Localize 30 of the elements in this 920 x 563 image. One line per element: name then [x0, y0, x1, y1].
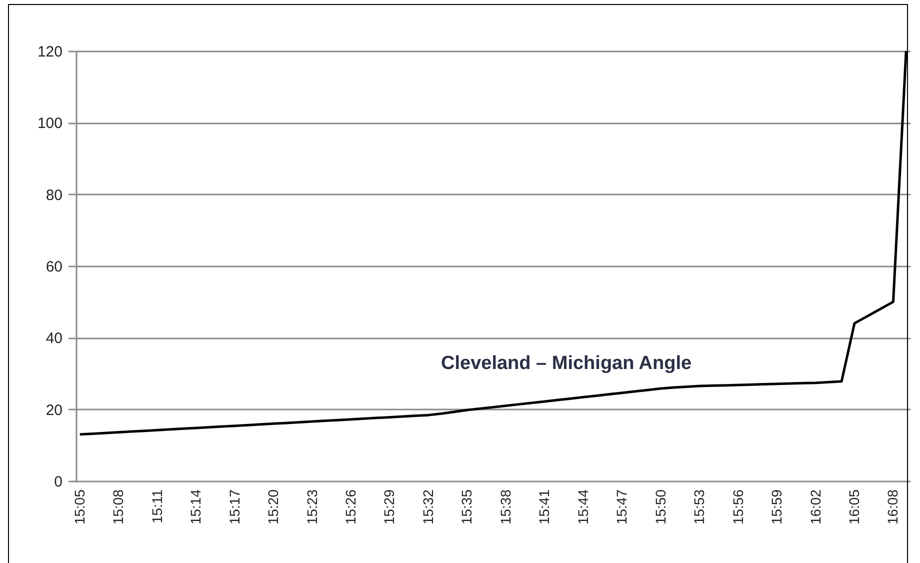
x-tick-label: 15:38 [497, 489, 514, 525]
x-tick-label: 15:50 [652, 489, 668, 525]
y-tick-label: 20 [46, 402, 62, 419]
x-tick-label: 15:44 [574, 489, 591, 525]
x-tick-label: 16:05 [846, 489, 862, 525]
y-tick-label: 120 [37, 44, 62, 60]
x-tick-label: 15:26 [342, 489, 358, 525]
x-tick-label: 15:23 [304, 489, 320, 525]
x-tick-label: 15:41 [536, 489, 552, 525]
y-tick-label: 60 [46, 258, 62, 276]
x-tick-label: 16:08 [884, 489, 901, 525]
x-tick-label: 15:05 [71, 489, 88, 525]
x-tick-label: 15:17 [226, 489, 242, 525]
y-tick-label: 0 [54, 474, 62, 490]
x-tick-label: 15:56 [730, 489, 746, 525]
y-tick-label: 100 [37, 115, 62, 132]
x-tick-label: 15:35 [458, 489, 475, 525]
x-tick-label: 15:11 [148, 489, 165, 524]
x-tick-label: 16:02 [807, 489, 824, 525]
x-tick-label: 15:29 [381, 489, 398, 525]
x-tick-label: 15:08 [110, 489, 126, 525]
x-tick-label: 15:32 [420, 489, 436, 525]
x-tick-label: 15:59 [768, 489, 785, 525]
x-tick-label: 15:53 [691, 489, 708, 525]
x-tick-label: 15:47 [614, 489, 630, 525]
y-tick-label: 40 [46, 330, 62, 348]
y-tick-label: 80 [46, 186, 62, 204]
series-label: Cleveland – Michigan Angle [441, 353, 692, 374]
x-tick-label: 15:20 [265, 489, 282, 525]
x-tick-label: 15:14 [188, 489, 204, 525]
